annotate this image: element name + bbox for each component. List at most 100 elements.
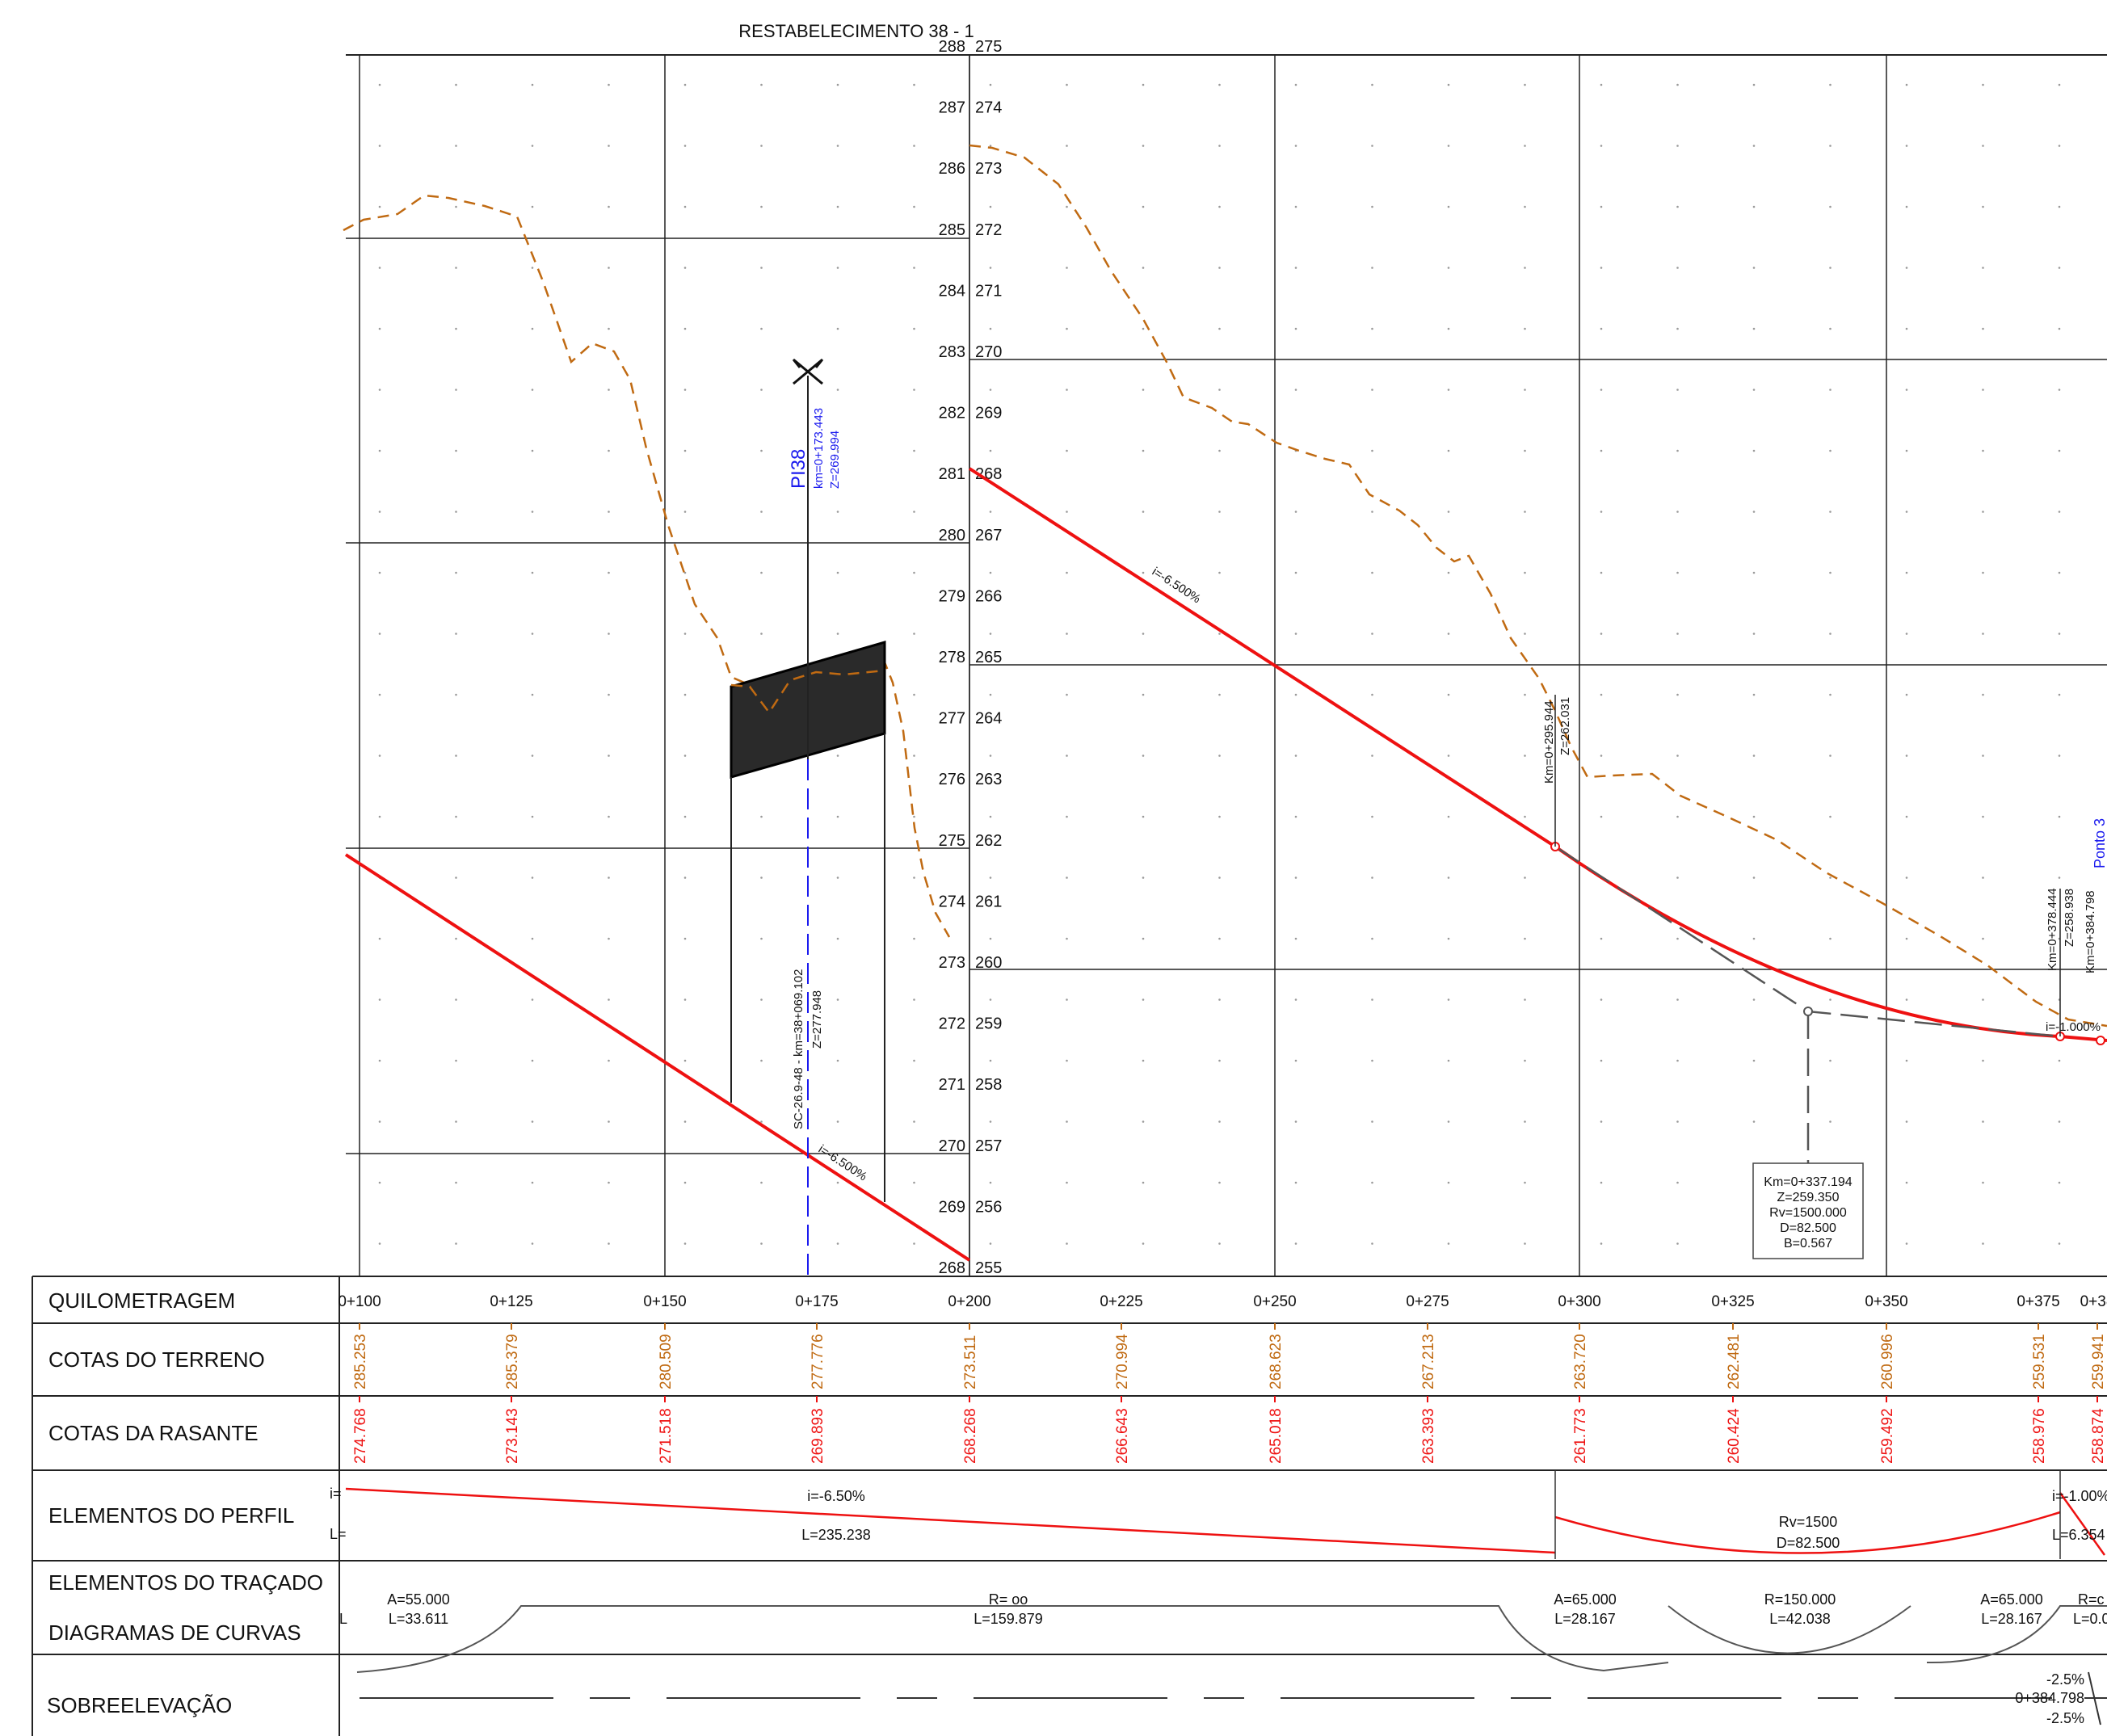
grid-dot [455, 1059, 457, 1062]
grid-dot [1294, 267, 1297, 269]
grid-dot [760, 389, 763, 391]
grid-dot [1218, 1120, 1221, 1123]
grade-value: 274.768 [352, 1408, 369, 1464]
grid-dot [1676, 267, 1679, 269]
grid-dot [989, 633, 992, 635]
station-label: 0+350 [1865, 1293, 1907, 1310]
grid-dot [1676, 1181, 1679, 1184]
vpoint-2-km: Km=0+378.444 [2046, 888, 2059, 971]
grid-dot [1752, 389, 1756, 391]
grid-dot [2058, 755, 2061, 757]
grid-dot [1066, 327, 1068, 330]
profile-length-right: L=6.354 [2052, 1527, 2105, 1543]
grid-dots [378, 83, 2061, 1245]
grid-dot [1600, 449, 1603, 452]
grid-dot [1218, 83, 1221, 86]
grid-dot [531, 267, 534, 269]
alignment-a1: A=55.000 [387, 1591, 450, 1608]
grid-dot [1600, 1181, 1603, 1184]
grid-dot [1524, 571, 1526, 574]
grid-dot [455, 998, 457, 1001]
profile-slope-right: i=-1.00% [2052, 1488, 2107, 1504]
grid-dot [1371, 145, 1373, 147]
grid-dot [1142, 693, 1145, 696]
grid-dot [1600, 1120, 1603, 1123]
grid-dot [1829, 327, 1832, 330]
grid-dot [1829, 83, 1832, 86]
grid-dot [2058, 205, 2061, 208]
grid-dot [1066, 83, 1068, 86]
grid-dot [1982, 1242, 1984, 1245]
grid-dot [1829, 205, 1832, 208]
grade-values: 274.768 273.143 271.518 269.893 268.268 266.6… [352, 1396, 2107, 1464]
grid-dot [378, 267, 381, 269]
grid-dot [1905, 693, 1908, 696]
alignment-l-left: L [339, 1611, 347, 1627]
grid-dot [378, 83, 381, 86]
grid-dot [683, 1242, 687, 1245]
grid-dot [1371, 1059, 1373, 1062]
grid-dot [1829, 571, 1832, 574]
grid-dot [836, 145, 839, 147]
grid-dot [455, 815, 457, 818]
grid-dot [1294, 83, 1297, 86]
grid-dot [1524, 998, 1526, 1001]
grid-dot [1142, 145, 1145, 147]
grid-dot [1142, 389, 1145, 391]
grid-dot [683, 1120, 687, 1123]
grid-dot [378, 998, 381, 1001]
grid-dot [989, 267, 992, 269]
grid-dot [913, 449, 915, 452]
grid-dot [1905, 511, 1908, 513]
grid-dot [1600, 83, 1603, 86]
grid-dot [455, 83, 457, 86]
grid-dot [1676, 205, 1679, 208]
grid-dot [1829, 693, 1832, 696]
grid-dot [836, 815, 839, 818]
grid-dot [1982, 693, 1984, 696]
grid-dot [1218, 511, 1221, 513]
grid-dot [989, 145, 992, 147]
grid-dot [1218, 998, 1221, 1001]
grid-dot [1066, 937, 1068, 940]
grid-dot [1524, 145, 1526, 147]
grid-dot [683, 511, 687, 513]
grid-dot [1600, 937, 1603, 940]
grid-dot [683, 571, 687, 574]
terrain-value: 263.720 [1572, 1334, 1589, 1389]
grid-dot [913, 937, 915, 940]
station-label: 0+300 [1558, 1293, 1600, 1310]
grid-dot [2058, 1242, 2061, 1245]
alignment-a2: A=65.000 [1554, 1591, 1617, 1608]
alignment-r-inf: R= oo [989, 1591, 1028, 1608]
grade-value: 265.018 [1268, 1408, 1285, 1464]
grid-dot [1066, 1059, 1068, 1062]
grid-dot [1752, 145, 1756, 147]
grid-dot [531, 937, 534, 940]
grid-dot [1066, 693, 1068, 696]
grid-dot [1600, 145, 1603, 147]
grid-dot [1752, 876, 1756, 879]
grid-dot [608, 511, 610, 513]
grid-dot [1371, 815, 1373, 818]
grid-dot [1752, 83, 1756, 86]
grid-dot [608, 205, 610, 208]
grid-dot [1982, 145, 1984, 147]
grid-dot [913, 389, 915, 391]
grid-dot [1447, 815, 1450, 818]
grid-dot [608, 1059, 610, 1062]
grid-dot [1447, 267, 1450, 269]
elevation-label-left: 287 [939, 99, 965, 117]
alignment-r3: R=150.000 [1764, 1591, 1836, 1608]
grid-dot [2058, 571, 2061, 574]
grid-dot [836, 327, 839, 330]
grid-dot [378, 633, 381, 635]
grade-value: 258.874 [2090, 1408, 2107, 1464]
grid-dot [760, 205, 763, 208]
grid-dot [913, 693, 915, 696]
grid-dot [1905, 998, 1908, 1001]
grid-dot [2058, 327, 2061, 330]
terrain-line-right [969, 144, 2107, 1028]
grid-dot [1142, 327, 1145, 330]
terrain-value: 259.531 [2031, 1334, 2048, 1389]
